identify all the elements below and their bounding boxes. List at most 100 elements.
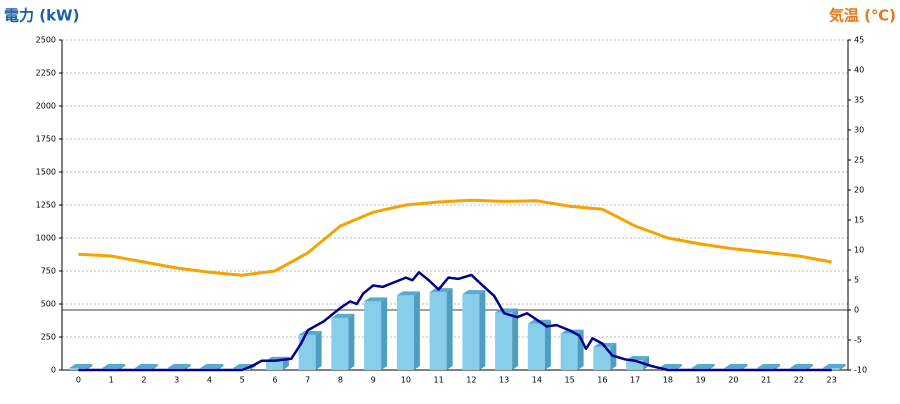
x-tick-label: 8 bbox=[338, 376, 343, 385]
bar-top bbox=[331, 313, 355, 318]
bar-side bbox=[512, 308, 519, 370]
bar-side bbox=[544, 319, 551, 370]
y-tick-label: 2000 bbox=[36, 102, 56, 111]
x-tick-label: 12 bbox=[466, 376, 476, 385]
bar-side bbox=[217, 364, 224, 370]
bar-side bbox=[184, 364, 191, 370]
bar-top bbox=[298, 331, 322, 335]
bar-top bbox=[134, 364, 158, 368]
bar-top bbox=[167, 364, 191, 368]
y-tick-label: 1500 bbox=[36, 168, 56, 177]
bar-side bbox=[151, 364, 158, 370]
y-tick-label: 2250 bbox=[36, 69, 56, 78]
bar-side bbox=[315, 331, 322, 370]
x-tick-label: 11 bbox=[434, 376, 444, 385]
bar-side bbox=[413, 291, 420, 370]
y-tick-label: 1000 bbox=[36, 234, 56, 243]
bar-top bbox=[429, 288, 453, 293]
bar-side bbox=[675, 364, 682, 370]
x-tick-label: 10 bbox=[401, 376, 411, 385]
bar-top bbox=[200, 364, 224, 368]
bar bbox=[495, 312, 513, 370]
y2-tick-label: 40 bbox=[854, 66, 864, 75]
bar-top bbox=[724, 364, 748, 368]
x-tick-label: 14 bbox=[532, 376, 542, 385]
y-tick-label: 0 bbox=[51, 366, 56, 375]
bar-side bbox=[86, 364, 93, 370]
x-tick-label: 23 bbox=[827, 376, 837, 385]
y-tick-label: 1750 bbox=[36, 135, 56, 144]
y-tick-label: 2500 bbox=[36, 36, 56, 45]
x-tick-label: 9 bbox=[371, 376, 376, 385]
y-tick-label: 750 bbox=[41, 267, 56, 276]
x-tick-label: 7 bbox=[305, 376, 310, 385]
x-tick-label: 22 bbox=[794, 376, 804, 385]
bar-top bbox=[822, 364, 846, 368]
bar-top bbox=[396, 291, 420, 296]
y2-tick-label: 25 bbox=[854, 156, 864, 165]
y-axis-title: 電力 (kW) bbox=[4, 7, 79, 25]
x-tick-label: 4 bbox=[207, 376, 212, 385]
bar-top bbox=[691, 364, 715, 368]
bar-top bbox=[69, 364, 93, 368]
bar-top bbox=[789, 364, 813, 368]
x-tick-label: 1 bbox=[109, 376, 114, 385]
y-tick-label: 250 bbox=[41, 333, 56, 342]
bar-side bbox=[806, 364, 813, 370]
x-tick-label: 3 bbox=[174, 376, 179, 385]
x-tick-label: 16 bbox=[597, 376, 607, 385]
y2-tick-label: -10 bbox=[854, 366, 867, 375]
bar bbox=[331, 317, 349, 370]
bar-top bbox=[757, 364, 781, 368]
bar bbox=[69, 368, 87, 370]
bar-side bbox=[446, 288, 453, 370]
x-tick-label: 2 bbox=[141, 376, 146, 385]
bar bbox=[429, 292, 447, 370]
y2-tick-label: 45 bbox=[854, 36, 864, 45]
y2-tick-label: 15 bbox=[854, 216, 864, 225]
x-tick-label: 13 bbox=[499, 376, 509, 385]
x-tick-label: 20 bbox=[728, 376, 738, 385]
bar-side bbox=[708, 364, 715, 370]
bar-top bbox=[658, 364, 682, 368]
x-tick-label: 19 bbox=[696, 376, 706, 385]
x-tick-label: 15 bbox=[565, 376, 575, 385]
x-tick-label: 5 bbox=[240, 376, 245, 385]
line bbox=[78, 271, 832, 372]
y2-axis-title: 気温 (℃) bbox=[829, 7, 896, 25]
bar bbox=[298, 335, 316, 370]
bar-side bbox=[348, 313, 355, 370]
line bbox=[78, 198, 832, 277]
y-tick-label: 500 bbox=[41, 300, 56, 309]
y2-tick-label: 10 bbox=[854, 246, 864, 255]
bar-side bbox=[741, 364, 748, 370]
bar-side bbox=[839, 364, 846, 370]
y2-tick-label: 20 bbox=[854, 186, 864, 195]
bar bbox=[364, 301, 382, 370]
bar bbox=[626, 360, 644, 370]
bar-side bbox=[479, 290, 486, 370]
x-tick-label: 6 bbox=[272, 376, 277, 385]
bar bbox=[560, 333, 578, 370]
y-tick-label: 1250 bbox=[36, 201, 56, 210]
bar bbox=[396, 295, 414, 370]
bar-side bbox=[774, 364, 781, 370]
x-tick-label: 17 bbox=[630, 376, 640, 385]
y2-tick-label: 35 bbox=[854, 96, 864, 105]
bar-top bbox=[102, 364, 126, 368]
bar-top bbox=[364, 297, 388, 302]
y2-tick-label: 30 bbox=[854, 126, 864, 135]
x-tick-label: 0 bbox=[76, 376, 81, 385]
y2-tick-label: -5 bbox=[854, 336, 862, 345]
y2-tick-label: 0 bbox=[854, 306, 859, 315]
x-tick-label: 21 bbox=[761, 376, 771, 385]
bar bbox=[593, 346, 611, 370]
y2-tick-label: 5 bbox=[854, 276, 859, 285]
bar bbox=[462, 294, 480, 370]
bar-top bbox=[462, 290, 486, 295]
x-tick-label: 18 bbox=[663, 376, 673, 385]
bar bbox=[265, 360, 283, 370]
bar-side bbox=[119, 364, 126, 370]
bar bbox=[527, 323, 545, 370]
